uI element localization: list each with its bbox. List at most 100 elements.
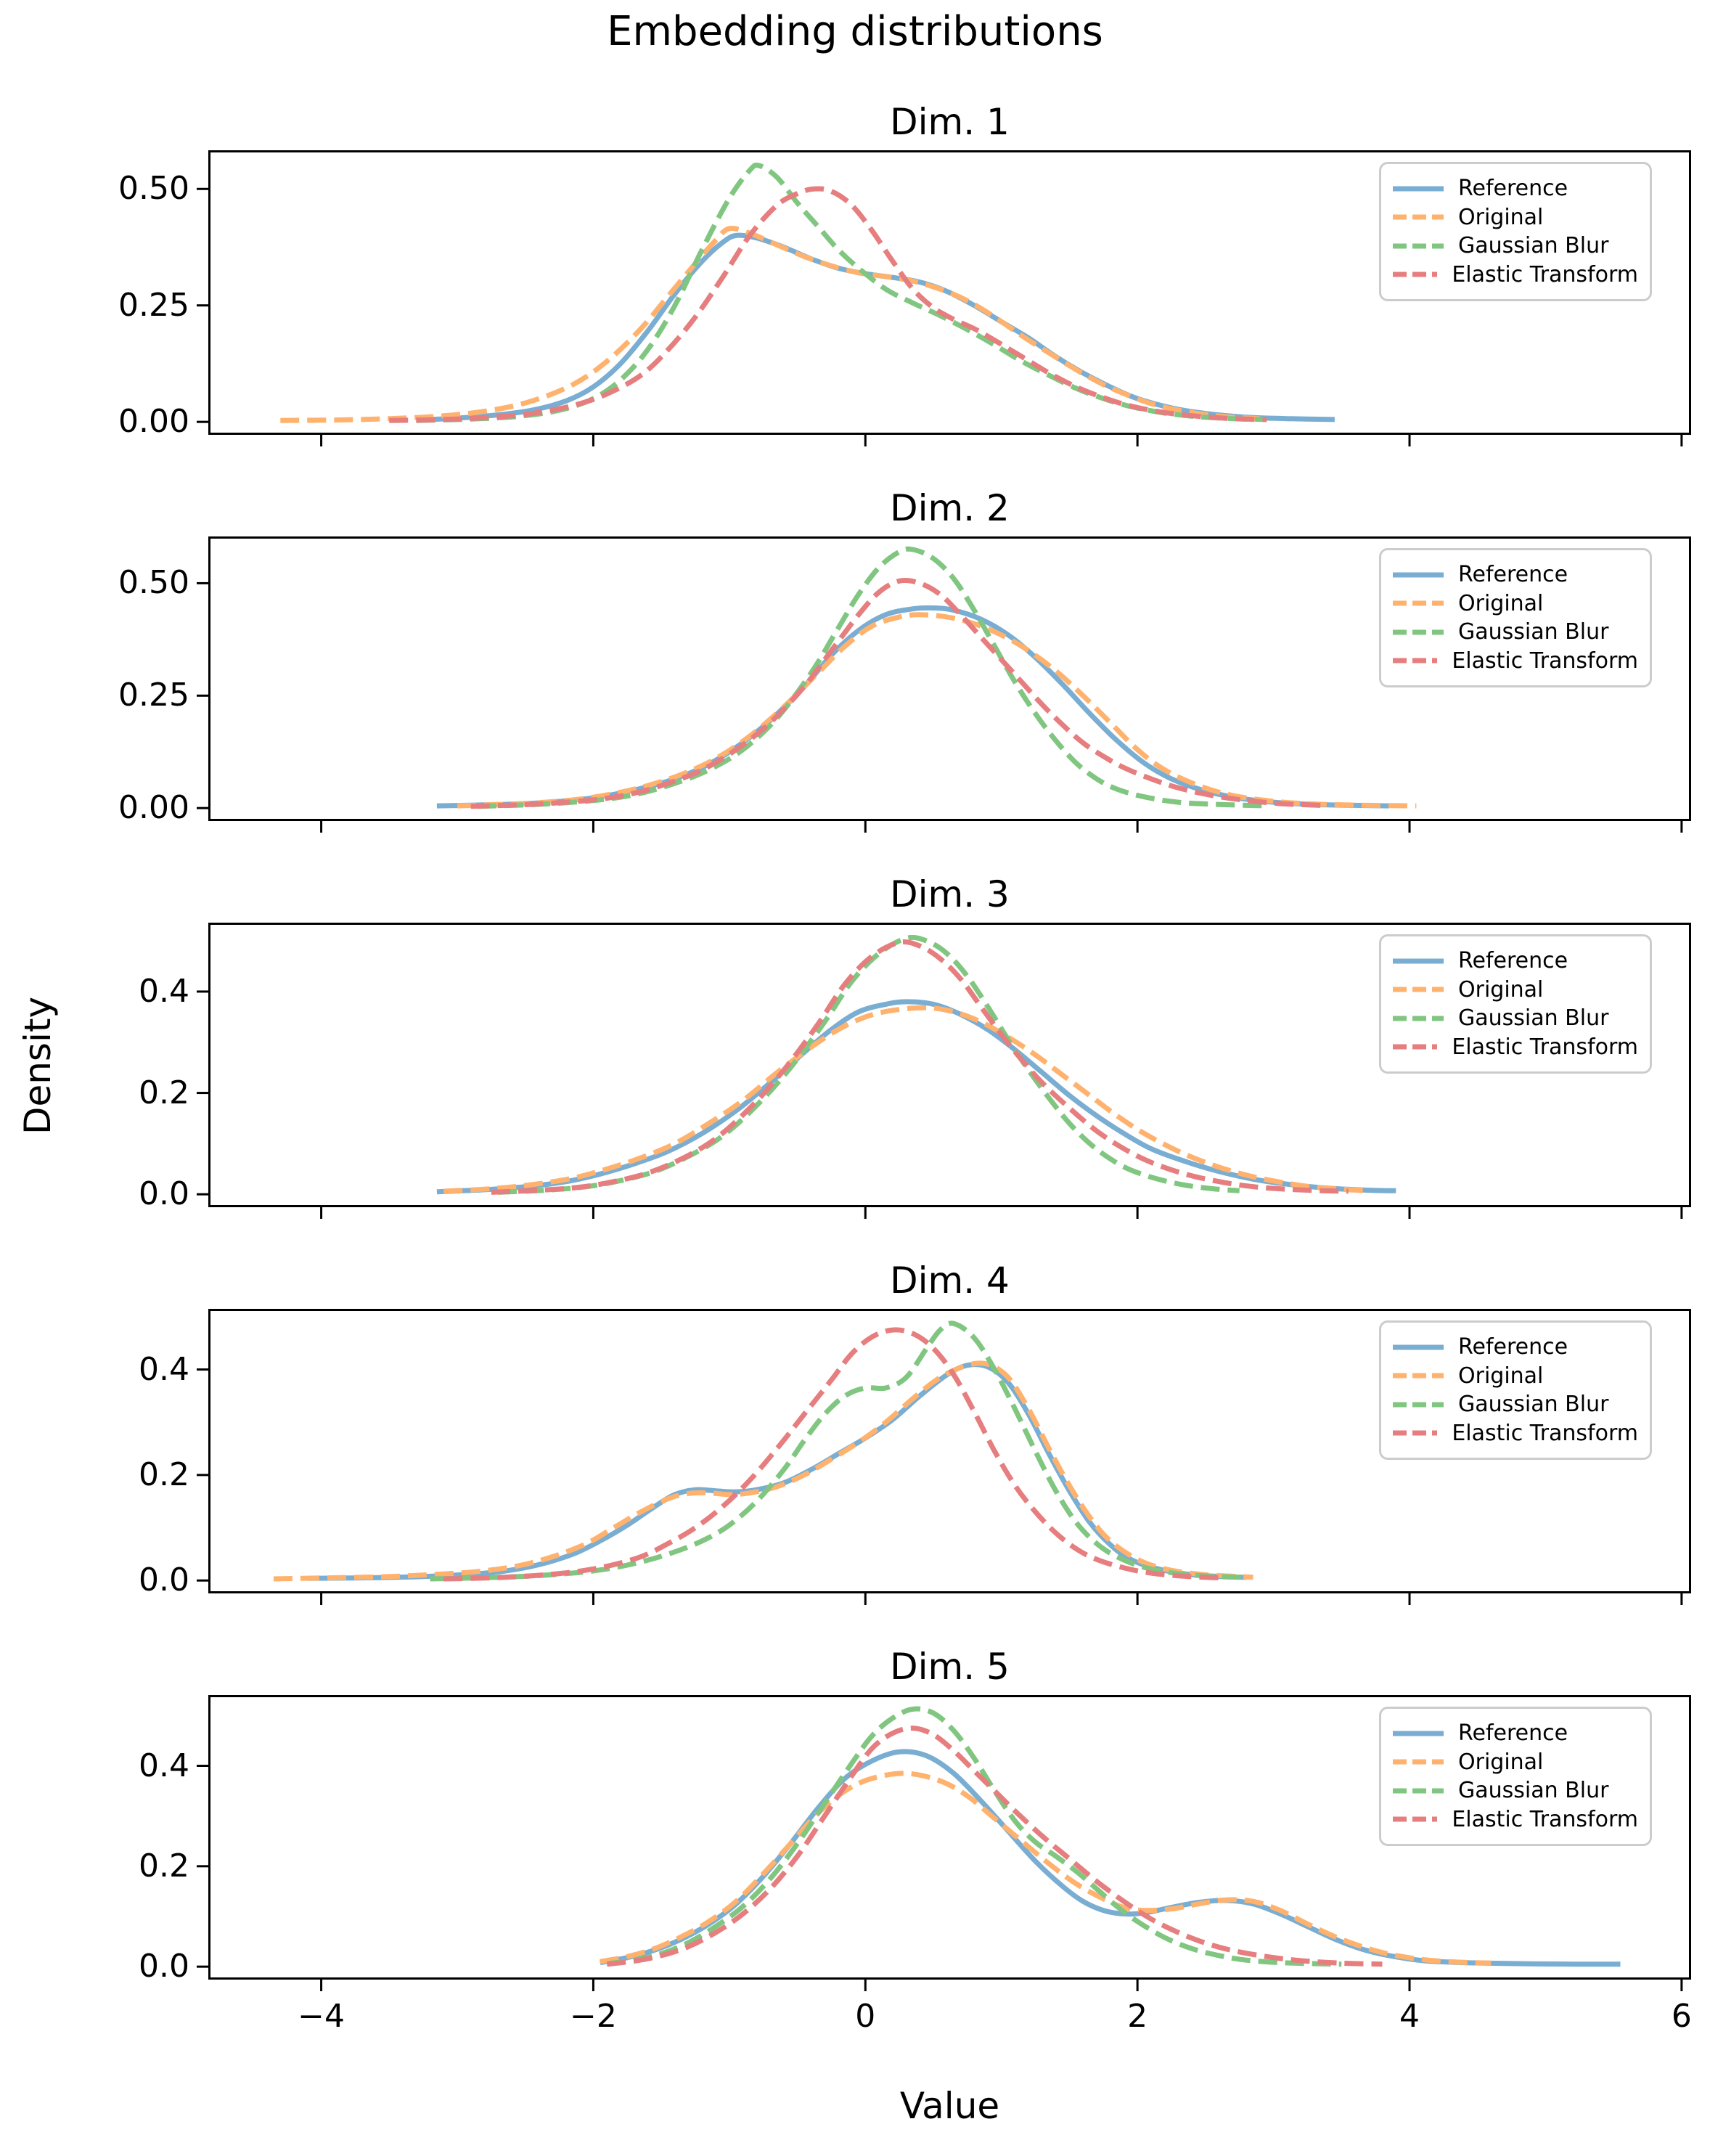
y-tick-label: 0.50 xyxy=(118,564,189,602)
x-tick-label: 6 xyxy=(1671,1998,1692,2035)
legend-label: Gaussian Blur xyxy=(1458,1778,1609,1804)
legend-item-reference: Reference xyxy=(1393,1719,1638,1748)
legend-swatch-dashed xyxy=(1393,1759,1444,1765)
legend-label: Original xyxy=(1458,1749,1544,1775)
legend-swatch-dashed xyxy=(1393,1430,1438,1436)
curve-elastic-transform xyxy=(443,1327,1219,1582)
y-tick-label: 0.0 xyxy=(139,1561,189,1599)
curve-reference xyxy=(436,605,1389,809)
curve-gaussian-blur xyxy=(430,1320,1247,1582)
y-tick-label: 0.4 xyxy=(139,972,189,1010)
curve-original xyxy=(457,612,1417,809)
y-tick-label: 0.4 xyxy=(139,1747,189,1784)
legend-label: Elastic Transform xyxy=(1452,1806,1638,1832)
subplot-axes-dim-3 xyxy=(197,923,1691,1219)
curve-original xyxy=(273,1360,1253,1582)
subplot-title-dim-3: Dim. 3 xyxy=(890,873,1010,915)
curve-reference xyxy=(436,999,1396,1195)
curve-gaussian-blur xyxy=(606,1706,1342,1967)
legend-label: Elastic Transform xyxy=(1452,261,1638,287)
legend-swatch-dashed xyxy=(1393,987,1444,992)
legend-item-original: Original xyxy=(1393,589,1638,618)
legend-item-gaussian-blur: Gaussian Blur xyxy=(1393,1390,1638,1419)
legend-label: Reference xyxy=(1458,1334,1568,1360)
subplot-title-dim-5: Dim. 5 xyxy=(890,1646,1010,1688)
subplot-title-dim-4: Dim. 4 xyxy=(890,1259,1010,1302)
legend-label: Gaussian Blur xyxy=(1458,233,1609,259)
subplot-title-dim-2: Dim. 2 xyxy=(890,487,1010,529)
legend-item-elastic-transform: Elastic Transform xyxy=(1393,1033,1638,1062)
legend-item-elastic-transform: Elastic Transform xyxy=(1393,1419,1638,1448)
curve-original xyxy=(600,1771,1492,1966)
legend-item-elastic-transform: Elastic Transform xyxy=(1393,261,1638,290)
subplot-axes-dim-4 xyxy=(197,1309,1691,1605)
axes-spines xyxy=(208,923,1691,1207)
legend-swatch-dashed xyxy=(1393,1373,1444,1379)
legend-swatch-dashed xyxy=(1393,1402,1444,1408)
y-tick-label: 0.25 xyxy=(118,677,189,714)
legend-item-reference: Reference xyxy=(1393,174,1638,203)
legend-label: Gaussian Blur xyxy=(1458,1392,1609,1418)
legend-label: Gaussian Blur xyxy=(1458,619,1609,645)
legend-item-gaussian-blur: Gaussian Blur xyxy=(1393,618,1638,647)
legend-swatch-dashed xyxy=(1393,600,1444,606)
y-tick-label: 0.2 xyxy=(139,1455,189,1493)
legend-item-elastic-transform: Elastic Transform xyxy=(1393,1805,1638,1834)
y-tick-label: 0.2 xyxy=(139,1847,189,1885)
legend: Reference Original Gaussian Blur Elastic Tr… xyxy=(1379,1320,1652,1460)
y-tick-label: 0.2 xyxy=(139,1074,189,1111)
legend-item-reference: Reference xyxy=(1393,560,1638,589)
curve-elastic-transform xyxy=(470,578,1322,809)
legend-label: Gaussian Blur xyxy=(1458,1005,1609,1032)
y-tick-label: 0.00 xyxy=(118,403,189,441)
legend-label: Reference xyxy=(1458,1720,1568,1747)
legend-swatch-dashed xyxy=(1393,214,1444,220)
subplot-axes-dim-2 xyxy=(197,536,1691,833)
curve-original xyxy=(280,225,1261,423)
axes-spines xyxy=(208,150,1691,435)
legend-swatch-dashed xyxy=(1393,1044,1438,1050)
legend-swatch-solid xyxy=(1393,572,1444,578)
curve-elastic-transform xyxy=(491,939,1349,1195)
legend-swatch-dashed xyxy=(1393,1016,1444,1021)
legend-label: Original xyxy=(1458,590,1544,616)
subplot-axes-dim-1 xyxy=(197,150,1691,446)
axes-spines xyxy=(208,536,1691,821)
legend-label: Reference xyxy=(1458,562,1568,588)
legend-swatch-dashed xyxy=(1393,271,1438,277)
legend-swatch-solid xyxy=(1393,958,1444,964)
legend-item-gaussian-blur: Gaussian Blur xyxy=(1393,1776,1638,1805)
figure-title: Embedding distributions xyxy=(607,8,1103,55)
legend-label: Reference xyxy=(1458,176,1568,202)
x-tick-label: 0 xyxy=(855,1998,876,2035)
legend-item-gaussian-blur: Gaussian Blur xyxy=(1393,1004,1638,1033)
legend-label: Reference xyxy=(1458,948,1568,974)
legend-swatch-dashed xyxy=(1393,629,1444,635)
axes-spines xyxy=(208,1309,1691,1593)
legend: Reference Original Gaussian Blur Elastic Tr… xyxy=(1379,548,1652,687)
legend: Reference Original Gaussian Blur Elastic Tr… xyxy=(1379,1707,1652,1846)
y-tick-label: 0.50 xyxy=(118,170,189,208)
legend-swatch-solid xyxy=(1393,1344,1444,1350)
curve-original xyxy=(443,1005,1369,1194)
y-axis-label: Density xyxy=(17,996,59,1135)
legend-label: Elastic Transform xyxy=(1452,1420,1638,1446)
curve-elastic-transform xyxy=(606,1726,1383,1967)
legend-item-gaussian-blur: Gaussian Blur xyxy=(1393,232,1638,261)
x-tick-label: 4 xyxy=(1399,1998,1420,2035)
legend-item-elastic-transform: Elastic Transform xyxy=(1393,647,1638,676)
x-axis-label: Value xyxy=(899,2085,1000,2127)
legend-label: Original xyxy=(1458,204,1544,230)
legend: Reference Original Gaussian Blur Elastic Tr… xyxy=(1379,934,1652,1074)
legend-item-reference: Reference xyxy=(1393,1333,1638,1362)
y-tick-label: 0.4 xyxy=(139,1350,189,1388)
x-tick-label: −2 xyxy=(569,1998,617,2035)
curve-gaussian-blur xyxy=(416,162,1267,423)
legend-label: Original xyxy=(1458,976,1544,1003)
legend-item-original: Original xyxy=(1393,1362,1638,1391)
legend-swatch-dashed xyxy=(1393,1788,1444,1794)
y-tick-label: 0.0 xyxy=(139,1175,189,1213)
curve-gaussian-blur xyxy=(498,934,1240,1195)
legend-item-reference: Reference xyxy=(1393,947,1638,976)
